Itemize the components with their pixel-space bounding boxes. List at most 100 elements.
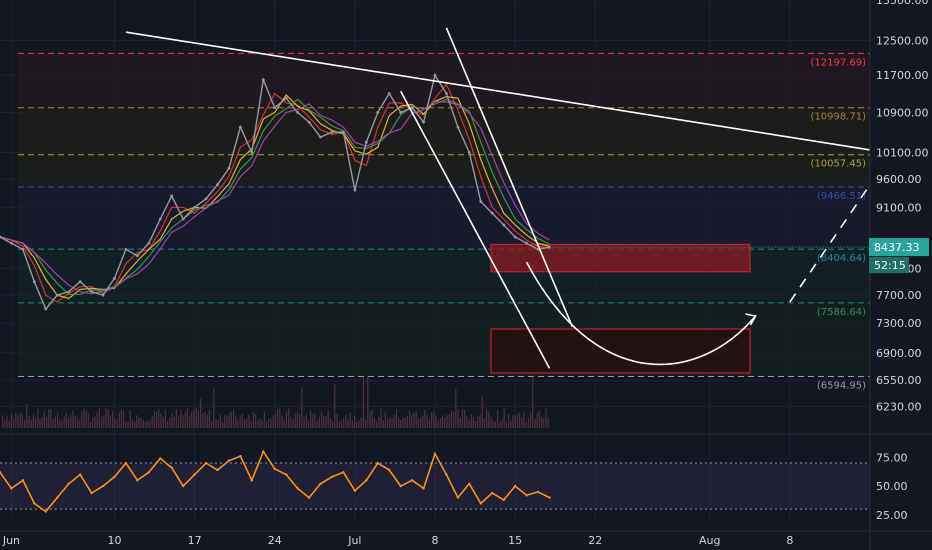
- volume-bar: [257, 420, 259, 428]
- price-point-30: [342, 130, 345, 134]
- volume-bar: [305, 414, 307, 428]
- volume-bar: [307, 420, 309, 428]
- volume-bar: [248, 414, 250, 428]
- volume-bar: [41, 417, 43, 428]
- price-point-31: [353, 188, 357, 192]
- fib-level-label-5: (7586.64): [817, 307, 866, 318]
- volume-bar: [147, 420, 149, 428]
- oscillator-point-43: [491, 491, 494, 495]
- volume-bar: [85, 409, 87, 428]
- volume-bar: [215, 419, 217, 428]
- volume-bar: [532, 375, 534, 428]
- volume-bar: [142, 420, 144, 428]
- volume-bar: [512, 415, 514, 428]
- price-point-38: [433, 73, 437, 77]
- volume-bar: [237, 419, 239, 428]
- volume-bar: [46, 417, 48, 428]
- volume-bar: [208, 409, 210, 428]
- volume-bar: [202, 412, 204, 428]
- volume-bar: [327, 409, 329, 428]
- volume-bar: [422, 415, 424, 428]
- volume-bar: [345, 414, 347, 428]
- oscillator-point-44: [502, 498, 505, 502]
- volume-bar: [336, 413, 338, 428]
- volume-bar: [279, 408, 281, 428]
- oscillator-point-3: [33, 502, 36, 505]
- volume-bar: [228, 412, 230, 428]
- volume-bar: [380, 408, 382, 428]
- price-point-37: [422, 120, 425, 124]
- countdown-label: 52:15: [874, 259, 906, 272]
- volume-bar: [204, 411, 206, 428]
- volume-bar: [153, 411, 155, 428]
- volume-bar: [63, 416, 65, 428]
- volume-bar: [499, 421, 501, 428]
- volume-bar: [523, 412, 525, 428]
- volume-bar: [21, 414, 23, 428]
- volume-bar: [6, 415, 8, 428]
- oscillator-point-20: [227, 459, 231, 462]
- volume-bar: [246, 418, 248, 428]
- volume-bar: [501, 419, 503, 428]
- volume-bar: [226, 416, 228, 428]
- volume-bar: [184, 412, 186, 428]
- volume-bar: [514, 415, 516, 428]
- oscillator-tick-label-1: 50.00: [876, 480, 908, 493]
- volume-bar: [288, 408, 290, 428]
- volume-bar: [294, 413, 296, 428]
- price-point-45: [513, 235, 517, 239]
- price-point-48: [548, 245, 551, 249]
- oscillator-point-30: [342, 471, 345, 474]
- volume-bar: [272, 415, 274, 428]
- volume-bar: [398, 417, 400, 428]
- oscillator-point-33: [376, 461, 379, 465]
- volume-bar: [481, 397, 483, 428]
- volume-bar: [178, 416, 180, 428]
- volume-bar: [411, 414, 413, 428]
- price-tick-label-5: 9600.00: [876, 173, 922, 186]
- volume-bar: [459, 417, 461, 428]
- volume-bar: [32, 414, 34, 428]
- volume-bar: [169, 417, 171, 428]
- volume-bar: [362, 377, 364, 428]
- price-point-41: [467, 151, 471, 154]
- time-tick-label-5: 8: [432, 534, 439, 547]
- volume-bar: [497, 409, 499, 428]
- volume-bar: [479, 414, 481, 428]
- volume-bar: [283, 419, 285, 428]
- oscillator-point-21: [239, 454, 242, 458]
- oscillator-point-28: [319, 482, 322, 486]
- volume-bar: [175, 409, 177, 428]
- oscillator-tick-label-2: 25.00: [876, 509, 908, 522]
- price-point-13: [147, 241, 151, 245]
- volume-bar: [158, 408, 160, 428]
- oscillator-point-26: [296, 487, 299, 490]
- oscillator-point-7: [78, 473, 82, 476]
- volume-bar: [395, 408, 397, 428]
- volume-bar: [125, 421, 127, 428]
- oscillator-point-47: [536, 490, 540, 494]
- volume-bar: [508, 414, 510, 428]
- oscillator-point-36: [410, 479, 414, 482]
- volume-bar: [285, 411, 287, 428]
- volume-bar: [351, 420, 353, 428]
- volume-bar: [167, 421, 169, 428]
- volume-bar: [435, 415, 437, 428]
- price-point-35: [399, 111, 403, 114]
- volume-bar: [211, 421, 213, 428]
- price-point-12: [135, 254, 139, 258]
- fib-level-label-0: (12197.69): [810, 57, 866, 68]
- volume-bar: [312, 414, 314, 428]
- volume-bar: [145, 421, 147, 428]
- volume-bar: [334, 384, 336, 428]
- price-point-36: [410, 106, 414, 110]
- oscillator-point-18: [204, 461, 208, 465]
- volume-bar: [17, 415, 19, 428]
- volume-bar: [76, 418, 78, 428]
- fib-band-1: [18, 107, 870, 155]
- volume-bar: [230, 411, 232, 428]
- time-tick-label-6: 15: [508, 534, 522, 547]
- volume-bar: [171, 413, 173, 428]
